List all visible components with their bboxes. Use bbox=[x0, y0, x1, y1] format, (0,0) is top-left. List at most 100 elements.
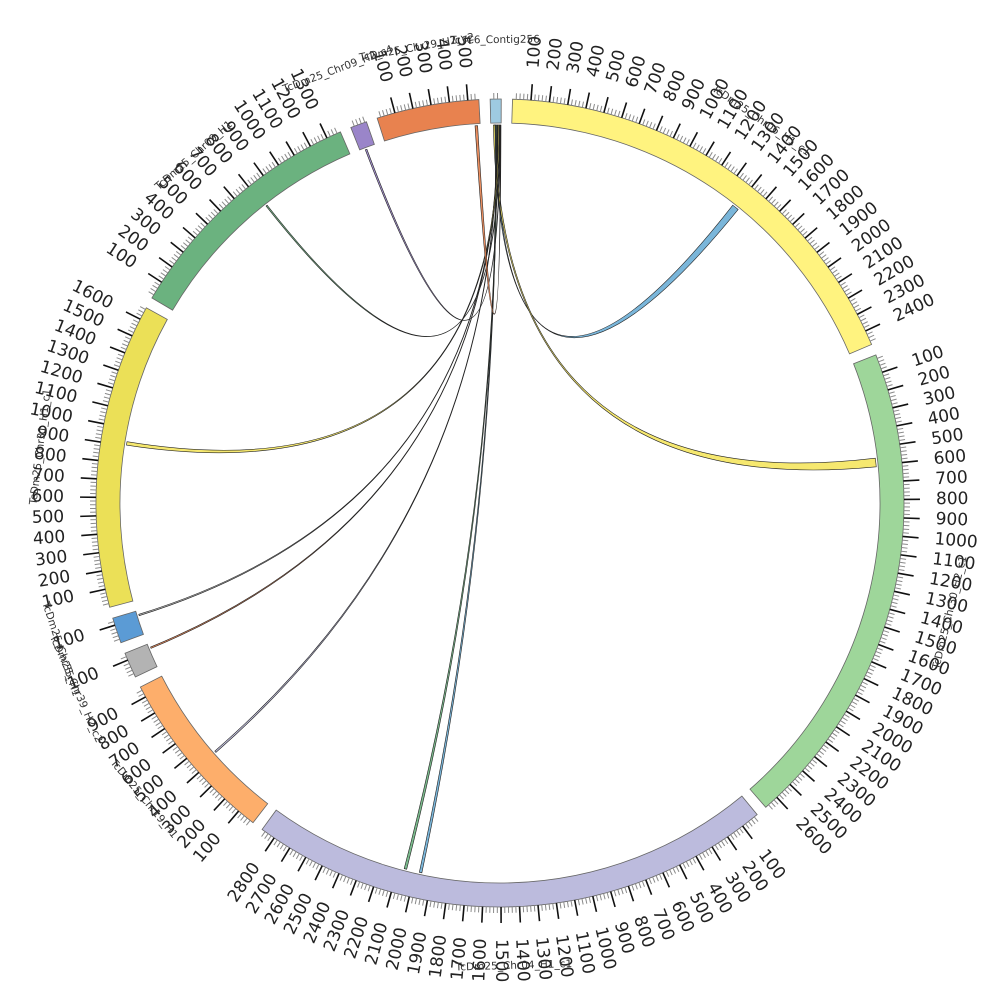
minor-tick bbox=[150, 288, 156, 293]
minor-tick bbox=[781, 209, 787, 215]
minor-tick bbox=[92, 544, 99, 547]
minor-tick bbox=[164, 266, 171, 271]
minor-tick bbox=[699, 146, 704, 153]
minor-tick bbox=[730, 166, 735, 172]
minor-tick bbox=[330, 129, 335, 136]
minor-tick bbox=[112, 635, 119, 639]
minor-tick bbox=[271, 161, 276, 168]
minor-tick bbox=[98, 585, 105, 588]
minor-tick bbox=[403, 104, 407, 111]
minor-tick bbox=[545, 95, 547, 102]
major-tick bbox=[592, 896, 598, 912]
minor-tick bbox=[101, 407, 108, 410]
minor-tick bbox=[168, 740, 174, 745]
minor-tick bbox=[711, 153, 716, 160]
major-tick bbox=[170, 241, 184, 253]
minor-tick bbox=[422, 100, 425, 107]
minor-tick bbox=[182, 242, 189, 247]
minor-tick bbox=[787, 214, 793, 220]
minor-tick bbox=[209, 788, 215, 794]
major-tick bbox=[131, 696, 146, 706]
minor-tick bbox=[327, 130, 331, 137]
minor-tick bbox=[440, 902, 443, 909]
minor-tick bbox=[821, 747, 827, 752]
minor-tick bbox=[665, 870, 670, 877]
minor-tick bbox=[858, 688, 865, 692]
link-ribbon bbox=[265, 124, 501, 338]
minor-tick bbox=[879, 640, 886, 644]
major-tick bbox=[389, 97, 396, 114]
minor-tick bbox=[762, 191, 768, 197]
minor-tick bbox=[162, 269, 169, 274]
minor-tick bbox=[878, 359, 885, 363]
major-tick bbox=[537, 905, 541, 922]
minor-tick bbox=[237, 813, 242, 819]
minor-tick bbox=[99, 414, 106, 418]
minor-tick bbox=[174, 749, 181, 754]
minor-tick bbox=[679, 135, 684, 142]
major-tick bbox=[548, 86, 553, 103]
major-tick bbox=[894, 590, 911, 596]
minor-tick bbox=[592, 103, 596, 110]
minor-tick bbox=[241, 184, 247, 190]
minor-tick bbox=[730, 834, 735, 840]
minor-tick bbox=[389, 107, 392, 115]
major-tick bbox=[638, 108, 646, 125]
tick-label: 600 bbox=[933, 446, 967, 469]
major-tick bbox=[603, 96, 609, 113]
tick-label: 200 bbox=[543, 37, 567, 72]
minor-tick bbox=[451, 904, 454, 911]
minor-tick bbox=[669, 130, 673, 137]
minor-tick bbox=[581, 101, 585, 108]
major-tick bbox=[195, 212, 209, 225]
minor-tick bbox=[332, 871, 337, 878]
minor-tick bbox=[537, 94, 540, 101]
minor-tick bbox=[642, 119, 646, 126]
minor-tick bbox=[875, 650, 882, 655]
minor-tick bbox=[250, 177, 255, 183]
major-tick bbox=[884, 626, 900, 633]
minor-tick bbox=[351, 120, 355, 127]
minor-tick bbox=[617, 110, 621, 117]
minor-tick bbox=[120, 656, 127, 660]
major-tick bbox=[645, 879, 653, 895]
major-tick bbox=[896, 422, 913, 427]
minor-tick bbox=[455, 95, 458, 102]
major-tick bbox=[481, 906, 484, 923]
minor-tick bbox=[889, 394, 896, 398]
minor-tick bbox=[897, 427, 904, 431]
major-tick bbox=[741, 825, 753, 840]
minor-tick bbox=[896, 579, 903, 583]
minor-tick bbox=[350, 879, 354, 885]
minor-tick bbox=[93, 451, 100, 454]
minor-tick bbox=[851, 301, 858, 306]
minor-tick bbox=[101, 599, 108, 603]
minor-tick bbox=[885, 380, 892, 384]
minor-tick bbox=[312, 862, 317, 869]
minor-tick bbox=[105, 389, 112, 392]
minor-tick bbox=[103, 396, 110, 400]
minor-tick bbox=[225, 803, 231, 809]
minor-tick bbox=[96, 574, 103, 577]
minor-tick bbox=[292, 851, 297, 858]
minor-tick bbox=[418, 898, 421, 906]
minor-tick bbox=[261, 831, 266, 837]
minor-tick bbox=[887, 615, 894, 619]
minor-tick bbox=[614, 109, 617, 116]
minor-tick bbox=[154, 281, 160, 286]
minor-tick bbox=[809, 239, 815, 245]
minor-tick bbox=[92, 455, 99, 458]
minor-tick bbox=[339, 874, 343, 881]
minor-tick bbox=[838, 723, 844, 728]
minor-tick bbox=[886, 619, 893, 623]
minor-tick bbox=[901, 457, 908, 460]
minor-tick bbox=[574, 100, 577, 107]
minor-tick bbox=[846, 291, 852, 296]
tick-label: 1700 bbox=[447, 936, 471, 981]
link-ribbon bbox=[474, 124, 502, 315]
minor-tick bbox=[433, 901, 436, 908]
minor-tick bbox=[856, 691, 863, 696]
tick-label: 500 bbox=[930, 425, 965, 450]
major-tick bbox=[80, 477, 97, 480]
major-tick bbox=[208, 199, 222, 212]
